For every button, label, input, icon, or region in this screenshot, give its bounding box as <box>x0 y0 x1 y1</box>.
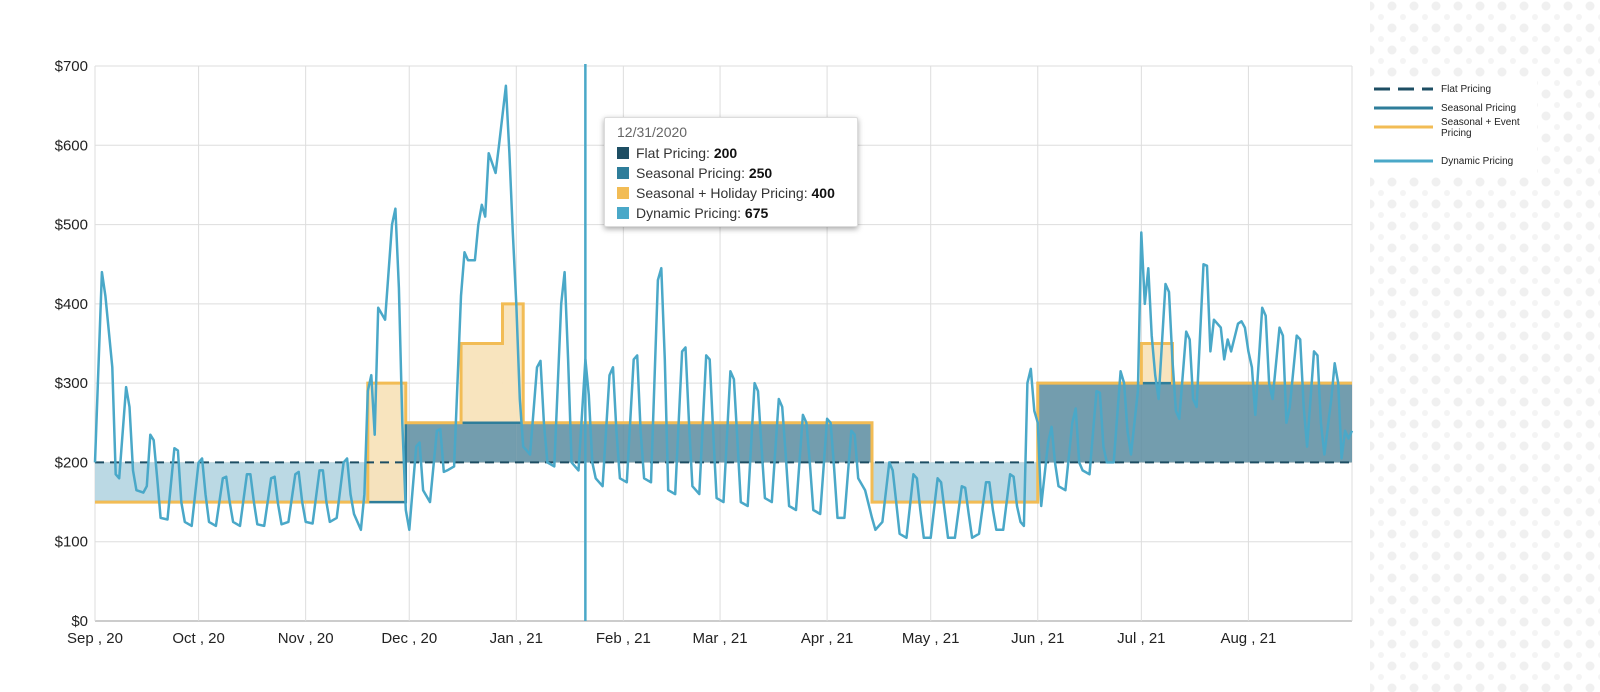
y-tick-label: $200 <box>55 454 88 471</box>
y-tick-label: $700 <box>55 58 88 75</box>
seasonal-vs-flat-area <box>405 422 517 463</box>
tooltip-date: 12/31/2020 <box>617 124 688 140</box>
dynamic-pricing-line <box>93 84 1354 540</box>
x-tick-label: Jul , 21 <box>1117 630 1165 647</box>
x-tick-label: Jan , 21 <box>490 630 543 647</box>
x-tick-label: Feb , 21 <box>596 630 651 647</box>
tooltip-sep: : <box>803 185 812 201</box>
x-tick-label: Oct , 20 <box>172 630 225 647</box>
y-tick-label: $100 <box>55 534 88 551</box>
x-tick-label: Jun , 21 <box>1011 630 1064 647</box>
x-tick-label: Sep , 20 <box>67 630 123 647</box>
x-tick-label: Mar , 21 <box>693 630 748 647</box>
tooltip-label: Dynamic Pricing <box>636 205 738 221</box>
tooltip-sep: : <box>706 145 714 161</box>
tooltip-value: 675 <box>744 205 769 221</box>
seasonal-event-pricing-line <box>95 302 1352 504</box>
flat-pricing-swatch <box>617 147 629 159</box>
tooltip-label: Seasonal + Holiday Pricing <box>636 185 804 201</box>
y-tick-label: $0 <box>71 613 88 630</box>
series-lines <box>93 84 1354 540</box>
y-tick-label: $500 <box>55 217 88 234</box>
tooltip-row-dynamic: Dynamic Pricing: 675 <box>617 203 845 223</box>
hover-tooltip: 12/31/2020 Flat Pricing: 200 Seasonal Pr… <box>604 117 858 227</box>
tooltip-label: Flat Pricing <box>636 145 707 161</box>
event-premium-area <box>1141 343 1173 384</box>
x-axis-tick-labels: Sep , 20 Oct , 20 Nov , 20 Dec , 20 Jan , 21… <box>67 630 1276 647</box>
holiday-pricing-swatch <box>617 187 629 199</box>
dynamic-pricing-swatch <box>617 207 629 219</box>
tooltip-sep: : <box>737 205 745 221</box>
tooltip-row-holiday: Seasonal + Holiday Pricing: 400 <box>617 183 845 203</box>
seasonal-vs-flat-area <box>1037 383 1352 463</box>
legend-label-line: Seasonal + Event <box>1441 117 1520 128</box>
tooltip-label: Seasonal Pricing <box>636 165 742 181</box>
y-tick-label: $400 <box>55 296 88 313</box>
tooltip-value: 250 <box>748 165 773 181</box>
y-tick-label: $300 <box>55 375 88 392</box>
event-premium-area <box>367 383 406 503</box>
tooltip-value: 200 <box>713 145 738 161</box>
area-fills <box>95 303 1352 503</box>
seasonal-vs-flat-area <box>871 462 1038 503</box>
tooltip-sep: : <box>741 165 749 181</box>
tooltip-row-flat: Flat Pricing: 200 <box>617 143 845 163</box>
x-tick-label: May , 21 <box>902 630 960 647</box>
event-premium-area <box>461 343 503 423</box>
seasonal-vs-flat-area <box>516 422 872 463</box>
legend-label: Seasonal + Event Pricing <box>1441 117 1520 139</box>
x-tick-label: Apr , 21 <box>801 630 854 647</box>
legend-label: Seasonal Pricing <box>1441 103 1516 114</box>
legend: Flat Pricing Seasonal Pricing Seasonal + E… <box>1374 84 1520 167</box>
tooltip-value: 400 <box>811 185 835 201</box>
seasonal-pricing-swatch <box>617 167 629 179</box>
tooltip-row-seasonal: Seasonal Pricing: 250 <box>617 163 845 183</box>
legend-label: Flat Pricing <box>1441 84 1491 95</box>
y-tick-label: $600 <box>55 137 88 154</box>
y-axis-tick-labels: $0 $100 $200 $300 $400 $500 $600 $700 <box>55 58 88 630</box>
x-tick-label: Aug , 21 <box>1220 630 1276 647</box>
legend-label-line: Pricing <box>1441 128 1472 139</box>
x-tick-label: Dec , 20 <box>381 630 437 647</box>
legend-label: Dynamic Pricing <box>1441 156 1513 167</box>
x-tick-label: Nov , 20 <box>278 630 334 647</box>
